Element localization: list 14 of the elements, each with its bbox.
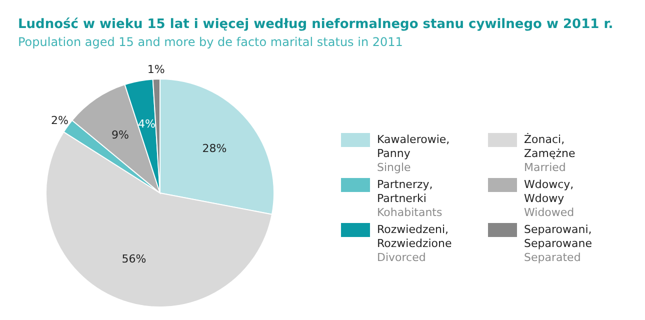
data-label: 56% — [122, 252, 146, 266]
legend-label: Separowani, Separowane Separated — [524, 223, 592, 264]
legend-label: Rozwiedzeni, Rozwiedzione Divorced — [377, 223, 452, 264]
data-label: 9% — [112, 128, 129, 142]
legend-label: Żonaci, Zamężne Married — [524, 132, 576, 174]
chart-title: Ludność w wieku 15 lat i więcej według nieformalnego stanu cywilnego w 2011 r. — [18, 17, 614, 32]
chart-subtitle: Population aged 15 and more by de facto marital status in 2011 — [18, 35, 403, 49]
data-label: 1% — [147, 62, 165, 76]
legend-label: Wdowcy, Wdowy Widowed — [524, 178, 574, 219]
data-label: 2% — [50, 114, 68, 127]
data-label: 4% — [138, 117, 156, 130]
legend-label: Kawalerowie, Panny Single — [377, 133, 450, 174]
legend-label: Partnerzy, Partnerki Kohabitants — [377, 178, 442, 219]
data-label: 28% — [202, 142, 227, 155]
